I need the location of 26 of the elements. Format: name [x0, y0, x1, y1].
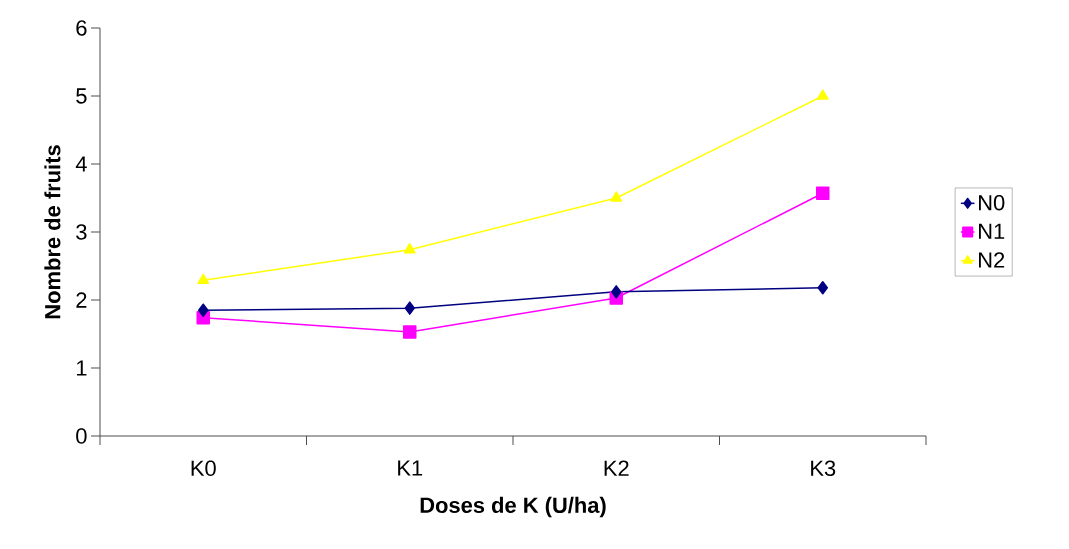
x-tick-label: K3	[811, 460, 836, 477]
point	[611, 285, 622, 299]
x-tick-label: K2	[604, 460, 629, 476]
legend-label: N0	[979, 194, 1005, 211]
point	[610, 191, 623, 202]
y-tick-label: 0	[76, 428, 87, 444]
y-tick-label: 4	[75, 156, 87, 172]
point	[816, 186, 830, 200]
y-tick-label: 2	[76, 292, 87, 308]
y-tick-label: 6	[76, 20, 87, 36]
point	[817, 281, 829, 295]
x-tick-label: K1	[398, 460, 423, 476]
point	[816, 89, 829, 100]
point	[197, 273, 210, 285]
x-tick-label: K0	[191, 460, 216, 477]
point	[404, 301, 415, 315]
legend-label: N2	[979, 252, 1005, 268]
y-tick-label: 5	[76, 88, 87, 104]
point	[403, 242, 416, 254]
legend-label: N1	[979, 223, 1005, 239]
point	[198, 303, 209, 317]
x-axis-title: Doses de K (U/ha)	[420, 496, 606, 518]
y-axis-title: Nombre de fruits	[44, 145, 61, 319]
y-tick-label: 3	[76, 224, 87, 240]
y-tick-label: 1	[76, 360, 87, 376]
point	[403, 325, 417, 339]
